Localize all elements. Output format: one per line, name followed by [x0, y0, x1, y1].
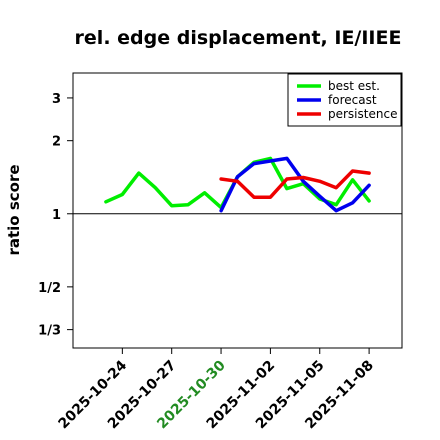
legend-label: best est.: [328, 79, 380, 93]
chart-title: rel. edge displacement, IE/IIEE: [75, 27, 402, 49]
series-line-forecast: [219, 156, 371, 213]
y-axis-label: ratio score: [5, 164, 23, 255]
y-tick-label: 1/3: [38, 324, 61, 339]
y-tick-label: 2: [52, 135, 61, 150]
plot-area: 1/31/21232025-10-242025-10-272025-10-302…: [38, 72, 403, 432]
y-tick-label: 1: [52, 208, 61, 223]
plot-frame: [72, 72, 403, 349]
y-tick-label: 1/2: [38, 281, 61, 296]
series-line-persistence: [219, 169, 371, 199]
legend-label: forecast: [328, 93, 377, 107]
y-tick-label: 3: [52, 92, 61, 107]
legend-label: persistence: [328, 107, 397, 121]
